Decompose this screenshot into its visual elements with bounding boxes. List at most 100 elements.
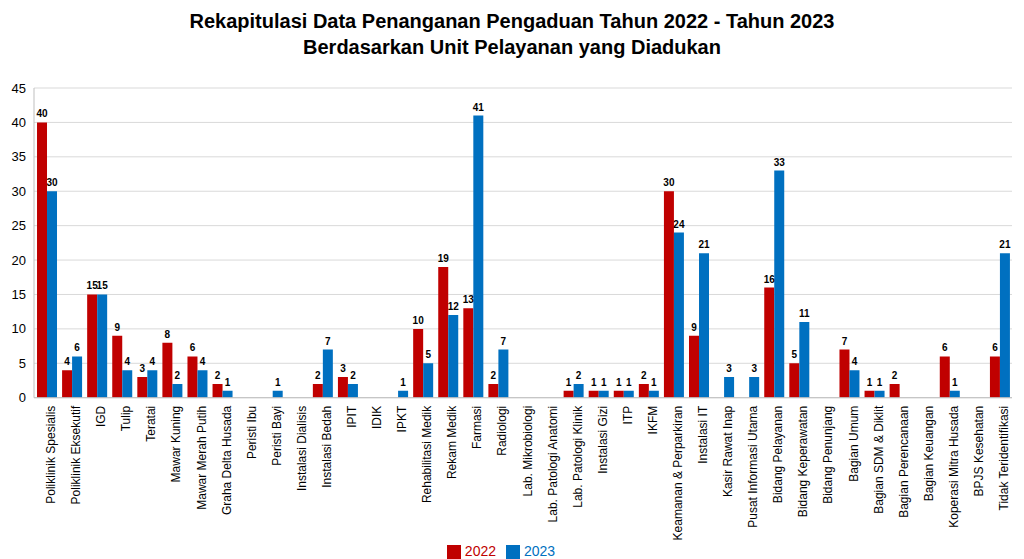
svg-text:IGD: IGD <box>94 405 108 427</box>
svg-text:19: 19 <box>438 253 450 264</box>
svg-text:1: 1 <box>651 377 657 388</box>
svg-text:2: 2 <box>576 370 582 381</box>
svg-text:Radiologi: Radiologi <box>495 406 509 456</box>
svg-text:45: 45 <box>12 81 26 96</box>
svg-text:35: 35 <box>12 149 26 164</box>
svg-text:Peristi Ibu: Peristi Ibu <box>245 406 259 459</box>
svg-text:9: 9 <box>691 322 697 333</box>
svg-text:1: 1 <box>626 377 632 388</box>
svg-text:3: 3 <box>726 363 732 374</box>
svg-text:2: 2 <box>892 370 898 381</box>
svg-text:Lab. Mikrobiologi: Lab. Mikrobiologi <box>521 406 535 497</box>
svg-text:40: 40 <box>12 115 26 130</box>
svg-text:40: 40 <box>36 108 48 119</box>
svg-text:24: 24 <box>673 219 685 230</box>
svg-text:1: 1 <box>616 377 622 388</box>
svg-text:Bidang Keperawatan: Bidang Keperawatan <box>796 406 810 517</box>
svg-text:1: 1 <box>877 377 883 388</box>
svg-text:BPJS Kesehatan: BPJS Kesehatan <box>972 406 986 497</box>
svg-text:Koperasi Mitra Husada: Koperasi Mitra Husada <box>947 405 961 527</box>
svg-text:41: 41 <box>473 102 485 113</box>
svg-text:Bidang Pelayanan: Bidang Pelayanan <box>771 406 785 503</box>
svg-text:Lab. Patologi Klinik: Lab. Patologi Klinik <box>571 405 585 508</box>
svg-text:7: 7 <box>325 336 331 347</box>
svg-text:12: 12 <box>448 301 460 312</box>
svg-text:3: 3 <box>140 363 146 374</box>
svg-text:Kasir Rawat Inap: Kasir Rawat Inap <box>721 405 735 497</box>
svg-text:Instalasi Dialisis: Instalasi Dialisis <box>295 406 309 491</box>
svg-text:Bagian SDM & Diklit: Bagian SDM & Diklit <box>872 405 886 514</box>
svg-text:Keamanan & Perparkiran: Keamanan & Perparkiran <box>671 406 685 541</box>
svg-text:Mawar Merah Putih: Mawar Merah Putih <box>195 406 209 510</box>
svg-text:4: 4 <box>124 356 130 367</box>
svg-text:4: 4 <box>64 356 70 367</box>
svg-text:9: 9 <box>114 322 120 333</box>
svg-text:Teratai: Teratai <box>144 406 158 442</box>
svg-text:1: 1 <box>601 377 607 388</box>
svg-text:6: 6 <box>190 342 196 353</box>
svg-text:15: 15 <box>97 280 109 291</box>
svg-text:1: 1 <box>952 377 958 388</box>
svg-text:5: 5 <box>792 349 798 360</box>
svg-text:10: 10 <box>12 321 26 336</box>
svg-text:30: 30 <box>46 177 58 188</box>
svg-text:11: 11 <box>799 308 810 319</box>
svg-text:Poliklinik Spesialis: Poliklinik Spesialis <box>44 406 58 504</box>
svg-text:5: 5 <box>425 349 431 360</box>
svg-text:Lab. Patologi Anatomi: Lab. Patologi Anatomi <box>546 406 560 523</box>
svg-text:6: 6 <box>74 342 80 353</box>
svg-text:Instalasi Gizi: Instalasi Gizi <box>596 406 610 474</box>
svg-text:Tidak Teridentifikasi: Tidak Teridentifikasi <box>997 406 1011 511</box>
svg-text:Farmasi: Farmasi <box>470 406 484 449</box>
svg-text:30: 30 <box>12 184 26 199</box>
svg-text:1: 1 <box>225 377 231 388</box>
svg-text:0: 0 <box>19 390 26 405</box>
svg-text:IPIT: IPIT <box>345 405 359 428</box>
svg-text:IKFM: IKFM <box>646 406 660 435</box>
svg-text:Tulip: Tulip <box>119 405 133 431</box>
svg-text:1: 1 <box>591 377 597 388</box>
svg-text:3: 3 <box>340 363 346 374</box>
svg-text:30: 30 <box>663 177 675 188</box>
svg-text:21: 21 <box>999 239 1011 250</box>
svg-text:Bagian Umum: Bagian Umum <box>847 406 861 482</box>
svg-text:3: 3 <box>751 363 757 374</box>
svg-text:10: 10 <box>413 315 425 326</box>
svg-text:Peristi Bayi: Peristi Bayi <box>270 406 284 466</box>
svg-text:2: 2 <box>350 370 356 381</box>
svg-text:5: 5 <box>19 356 26 371</box>
svg-text:6: 6 <box>992 342 998 353</box>
svg-text:13: 13 <box>463 294 475 305</box>
svg-text:25: 25 <box>12 218 26 233</box>
svg-text:33: 33 <box>774 157 786 168</box>
svg-text:Bagian Perencanaan: Bagian Perencanaan <box>897 406 911 518</box>
svg-text:Pusat Informasi Utama: Pusat Informasi Utama <box>746 405 760 527</box>
svg-text:Instalasi Bedah: Instalasi Bedah <box>320 406 334 488</box>
svg-text:1: 1 <box>400 377 406 388</box>
svg-text:Bagian Keuangan: Bagian Keuangan <box>922 406 936 501</box>
svg-text:Poliklinik Eksekutif: Poliklinik Eksekutif <box>69 405 83 504</box>
svg-text:2: 2 <box>641 370 647 381</box>
svg-text:IPKT: IPKT <box>395 405 409 432</box>
svg-text:Rehabilitasi Medik: Rehabilitasi Medik <box>420 405 434 503</box>
svg-text:6: 6 <box>942 342 948 353</box>
svg-text:21: 21 <box>698 239 710 250</box>
svg-text:Graha Delta Husada: Graha Delta Husada <box>220 405 234 515</box>
svg-text:1: 1 <box>867 377 873 388</box>
svg-text:1: 1 <box>566 377 572 388</box>
svg-text:4: 4 <box>852 356 858 367</box>
svg-text:2: 2 <box>315 370 321 381</box>
svg-text:15: 15 <box>12 287 26 302</box>
svg-text:Bidang Penunjang: Bidang Penunjang <box>821 406 835 504</box>
svg-text:1: 1 <box>275 377 281 388</box>
svg-text:8: 8 <box>165 329 171 340</box>
svg-text:IDIK: IDIK <box>370 406 384 429</box>
svg-text:2: 2 <box>491 370 497 381</box>
svg-text:Instalasi IT: Instalasi IT <box>696 405 710 464</box>
svg-text:7: 7 <box>842 336 848 347</box>
svg-text:4: 4 <box>200 356 206 367</box>
svg-text:Rekam Medik: Rekam Medik <box>445 405 459 479</box>
svg-text:2: 2 <box>215 370 221 381</box>
svg-text:4: 4 <box>150 356 156 367</box>
svg-text:7: 7 <box>501 336 507 347</box>
